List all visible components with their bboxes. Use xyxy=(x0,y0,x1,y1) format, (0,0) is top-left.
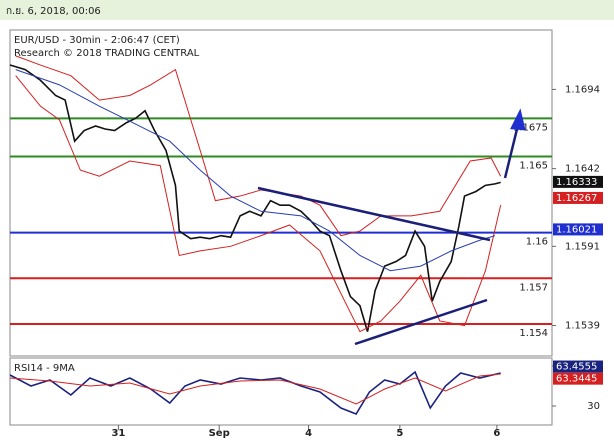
price-frame xyxy=(9,29,553,357)
support-trendline xyxy=(354,298,488,346)
x-tick-label: 6 xyxy=(493,428,500,439)
series-line xyxy=(9,370,501,415)
rsi-frame xyxy=(9,357,553,426)
price-tag-label: 1.16333 xyxy=(556,177,597,188)
trendlines xyxy=(257,108,526,346)
top-bar xyxy=(0,0,614,20)
price-tag-label: 63.4555 xyxy=(556,362,597,373)
x-tick-label: 31 xyxy=(111,428,125,439)
price-tag xyxy=(553,191,603,204)
x-tick-label: 4 xyxy=(305,428,312,439)
price-tag xyxy=(553,223,603,236)
rsi-title: RSI14 - 9MA xyxy=(14,363,75,374)
level-label: 1.1675 xyxy=(513,122,548,133)
y-tick-label: 1.1539 xyxy=(565,321,600,332)
arrow-head xyxy=(510,108,526,131)
series-line xyxy=(15,69,496,272)
price-tag-label: 1.16267 xyxy=(556,193,597,204)
y-tick-label: 1.1642 xyxy=(565,164,600,175)
series-line xyxy=(9,64,501,332)
chart-subtitle: Research © 2018 TRADING CENTRAL xyxy=(14,48,200,59)
series-line xyxy=(9,373,501,405)
y-tick-label: 30 xyxy=(587,401,600,412)
y-tick-label: 1.1694 xyxy=(565,84,600,95)
resistance-trendline xyxy=(257,186,491,242)
x-tick-label: 5 xyxy=(396,428,403,439)
price-tag xyxy=(553,360,603,373)
price-tag xyxy=(553,372,603,385)
level-label: 1.157 xyxy=(519,282,548,293)
price-tag-label: 1.16021 xyxy=(556,224,597,235)
y-tick-label: 1.1591 xyxy=(565,241,600,252)
level-label: 1.165 xyxy=(519,160,548,171)
chart-title: EUR/USD - 30min - 2:06:47 (CET) xyxy=(14,35,180,46)
price-tag xyxy=(553,175,603,188)
forecast-arrow xyxy=(503,124,520,179)
series-line xyxy=(15,75,502,333)
level-label: 1.154 xyxy=(519,328,548,339)
price-tag-label: 63.3445 xyxy=(556,374,597,385)
timestamp: ก.ย. 6, 2018, 00:06 xyxy=(6,6,101,17)
level-label: 1.16 xyxy=(526,237,548,248)
x-tick-label: Sep xyxy=(209,428,230,439)
series-line xyxy=(15,55,502,237)
